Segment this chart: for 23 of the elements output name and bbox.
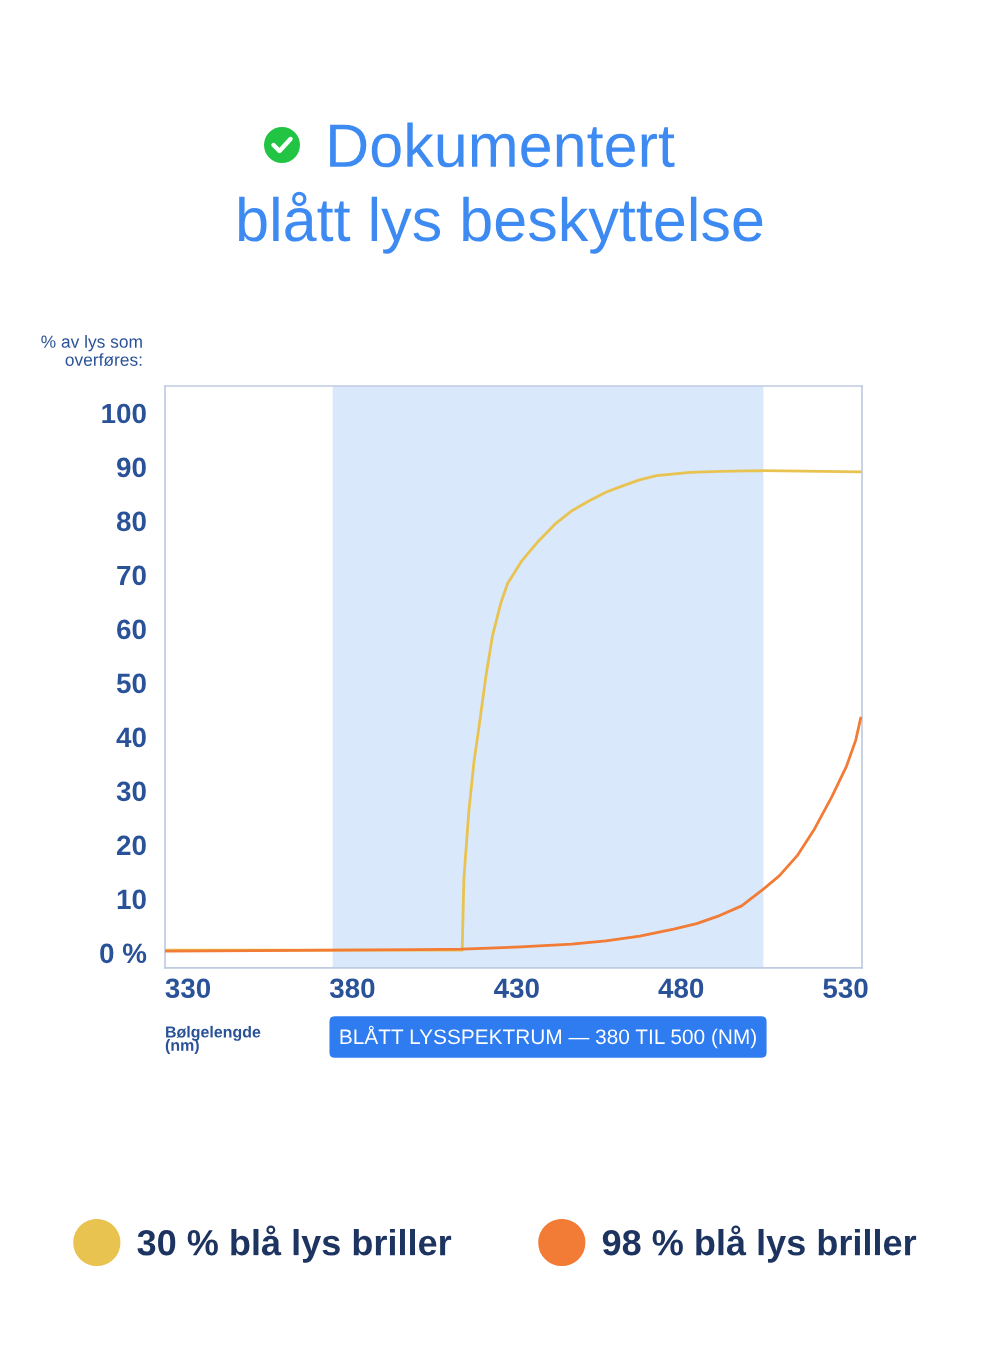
y-tick-label: 100 bbox=[102, 403, 146, 424]
x-tick-label: 480 bbox=[658, 978, 704, 999]
legend-label: 98 % blå lys briller bbox=[602, 1225, 917, 1263]
x-tick-label: 330 bbox=[165, 978, 211, 999]
y-tick-label: 40 bbox=[116, 727, 146, 748]
x-axis-title: Bølgelengde (nm) bbox=[165, 1025, 261, 1054]
y-tick-label: 70 bbox=[117, 565, 146, 586]
x-tick-label: 380 bbox=[329, 978, 375, 999]
y-axis-title: % av lys som overføres: bbox=[41, 335, 142, 367]
band-label: BLÅTT LYSSPEKTRUM — 380 TIL 500 (NM) bbox=[340, 1025, 756, 1049]
line-series bbox=[165, 716, 862, 953]
y-tick-label: 30 bbox=[116, 781, 146, 802]
x-tick-label: 530 bbox=[823, 978, 868, 999]
y-tick-label: 50 bbox=[116, 673, 146, 694]
chart-title: Dokumentert blått lys beskyttelse bbox=[239, 122, 763, 254]
y-tick-label: 90 bbox=[117, 457, 146, 478]
x-tick-label: 430 bbox=[494, 978, 539, 999]
y-tick-label: 20 bbox=[117, 835, 146, 856]
legend-label: 30 % blå lys briller bbox=[137, 1225, 452, 1263]
y-tick-label: 10 bbox=[117, 889, 146, 910]
y-tick-label: 80 bbox=[116, 511, 146, 532]
y-tick-label: 60 bbox=[117, 619, 146, 640]
y-tick-label: 0 % bbox=[100, 943, 147, 964]
